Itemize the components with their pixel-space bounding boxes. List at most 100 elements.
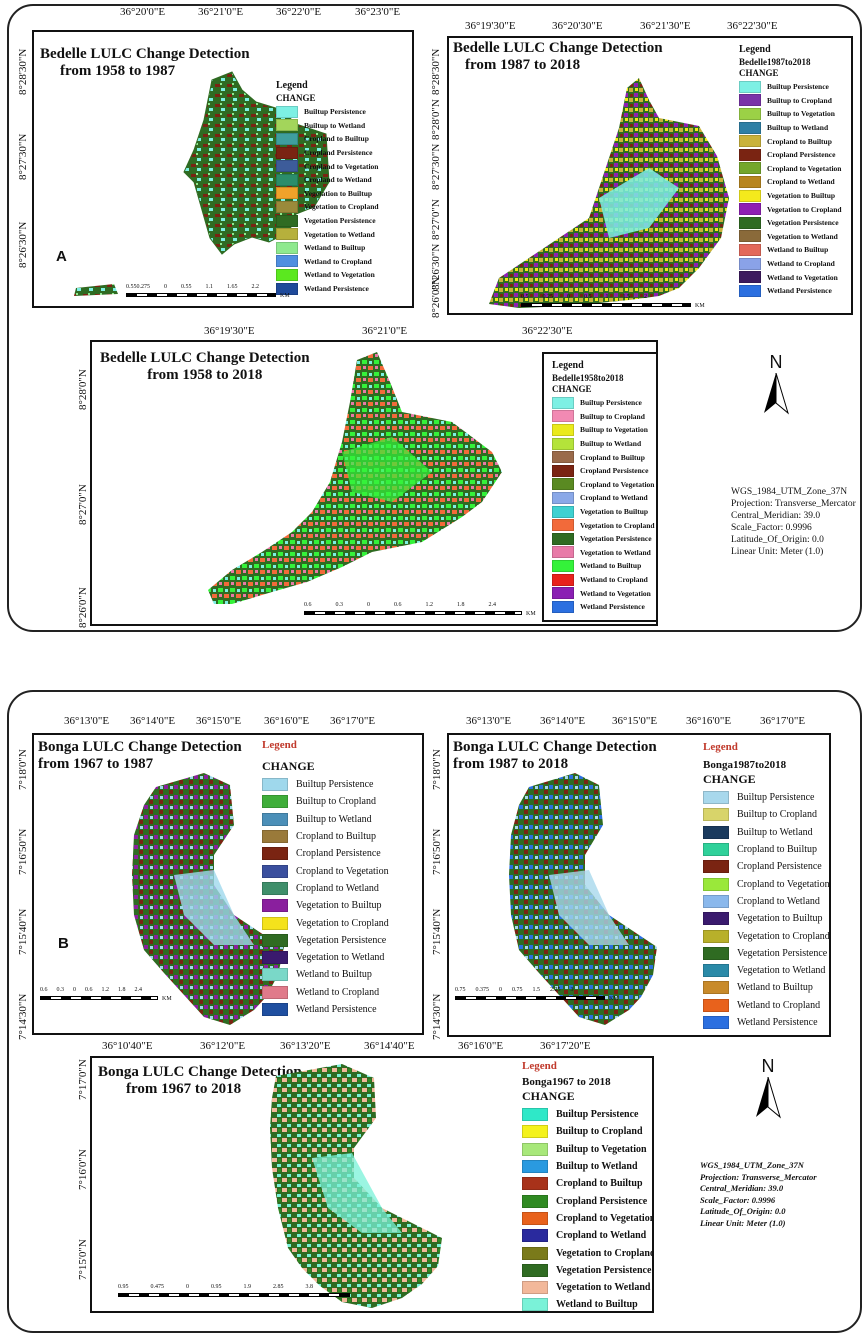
legend-swatch: [262, 812, 288, 826]
map-title-line: Bedelle LULC Change Detection: [453, 40, 663, 56]
coord-label: 7°14'30"N: [431, 993, 443, 1040]
scale-label: 1.2: [101, 987, 110, 993]
scale-unit: KM: [280, 293, 290, 299]
map-title: Bonga LULC Change Detection from 1967 to…: [38, 739, 242, 773]
map-region-bonga: [509, 773, 657, 1025]
legend-item: Vegetation to Wetland: [262, 949, 389, 966]
legend-label: Wetland Persistence: [580, 602, 645, 612]
legend-item: Cropland to Builtup: [276, 132, 379, 146]
legend-swatch: [276, 173, 298, 186]
coord-label: 36°14'0"E: [130, 715, 176, 727]
legend-item: Vegetation to Builtup: [262, 897, 389, 914]
legend-label: Vegetation to Builtup: [767, 191, 836, 201]
map-bedelle-1958-2018: Bedelle LULC Change Detection from 1958 …: [90, 340, 658, 626]
legend-change: CHANGE: [522, 1089, 575, 1103]
legend-label: Cropland to Builtup: [556, 1178, 643, 1190]
legend-item: Cropland to Wetland: [276, 173, 379, 187]
legend-heading: Legend: [522, 1060, 557, 1072]
legend-item: Vegetation Persistence: [703, 945, 829, 962]
legend-swatch: [703, 791, 729, 805]
legend-item: Vegetation to Cropland: [276, 200, 379, 214]
legend-item: Cropland Persistence: [703, 858, 829, 875]
legend-swatch: [276, 200, 298, 213]
scale-labels: 0.6 0.3 0 0.6 1.2 1.8 2.4: [304, 602, 496, 608]
legend-label: Wetland to Vegetation: [767, 272, 838, 282]
legend-label: Vegetation to Builtup: [580, 507, 649, 517]
scale-labels: 0.6 0.3 0 0.6 1.2 1.8 2.4: [40, 987, 142, 993]
legend-label: Builtup to Cropland: [580, 411, 645, 421]
legend-swatch: [522, 1263, 548, 1277]
map-title-line: Bedelle LULC Change Detection: [40, 46, 250, 62]
legend-label: Builtup Persistence: [296, 779, 374, 791]
legend-label: Wetland to Cropland: [296, 986, 380, 998]
legend-swatch: [276, 268, 298, 281]
scale-bar-graphic: [304, 611, 522, 615]
scale-label: 1.2: [425, 602, 434, 608]
scale-label: 0.95: [118, 1284, 129, 1290]
coord-label: 8°26'0"N: [77, 587, 89, 628]
projection-line: WGS_1984_UTM_Zone_37N: [731, 487, 848, 497]
legend-label: Cropland to Wetland: [556, 1230, 647, 1242]
legend-item: Cropland to Builtup: [522, 1175, 652, 1192]
legend-swatch: [703, 981, 729, 995]
legend-swatch: [262, 778, 288, 792]
legend-item: Builtup Persistence: [276, 105, 379, 119]
legend-label: Builtup to Cropland: [737, 809, 817, 821]
scale-label: 0: [164, 284, 167, 290]
legend-label: Builtup Persistence: [580, 398, 642, 408]
legend-label: Wetland to Vegetation: [580, 588, 651, 598]
legend-item: Cropland to Vegetation: [703, 875, 829, 892]
legend-swatch: [703, 825, 729, 839]
scale-labels: 0.5 0.25 0 0.5 1 1.5 2: [521, 294, 647, 300]
legend-swatch: [522, 1229, 548, 1243]
coord-label: 36°15'0"E: [196, 715, 242, 727]
legend-label: Builtup to Cropland: [767, 95, 832, 105]
legend-swatch: [276, 105, 298, 118]
scale-labels: 0.75 0.375 0 0.75 1.5 2.25 3: [455, 987, 574, 993]
legend-swatch: [276, 282, 298, 295]
scale-label: 1.8: [118, 987, 126, 993]
legend-swatch: [552, 396, 574, 409]
scale-bar: 0.75 0.375 0 0.75 1.5 2.25 3 KM: [455, 987, 625, 1005]
scale-label: 3.8: [305, 1284, 314, 1290]
legend-swatch: [262, 1003, 288, 1016]
coord-label: 8°26'30"N: [17, 221, 29, 268]
legend-label: Vegetation to Cropland: [767, 204, 842, 214]
legend-item: Builtup to Cropland: [522, 1123, 652, 1140]
legend-swatch: [276, 214, 298, 227]
coord-label: 36°16'0"E: [686, 715, 732, 727]
coord-label: 36°10'40"E: [102, 1040, 153, 1052]
legend-item: Builtup to Wetland: [703, 824, 829, 841]
legend-item: Wetland to Vegetation: [552, 586, 656, 600]
legend-swatch: [552, 559, 574, 572]
legend-label: Cropland to Wetland: [767, 177, 835, 187]
coord-label: 36°19'30"E: [204, 325, 255, 337]
legend-swatch: [703, 1016, 729, 1029]
legend-swatch: [552, 451, 574, 464]
projection-line: Projection: Transverse_Mercator: [731, 499, 856, 509]
legend-heading: Legend: [739, 44, 771, 55]
legend-item: Vegetation to Wetland: [276, 227, 379, 241]
legend-swatch: [552, 423, 574, 436]
legend-list: Builtup Persistence Builtup to Cropland Bu…: [522, 1106, 652, 1311]
legend-change: CHANGE: [703, 772, 756, 786]
legend-label: Vegetation to Wetland: [556, 1282, 651, 1294]
legend-change: CHANGE: [552, 384, 592, 394]
legend-item: Wetland to Cropland: [262, 984, 389, 1001]
legend-item: Builtup Persistence: [262, 776, 389, 793]
legend-swatch: [739, 80, 761, 93]
legend-label: Builtup to Wetland: [737, 826, 813, 838]
scale-bar: 0.6 0.3 0 0.6 1.2 1.8 2.4 KM: [304, 602, 544, 620]
scale-label: 0.6: [304, 602, 312, 608]
scale-label: 1.65: [227, 284, 238, 290]
legend-item: Wetland to Vegetation: [739, 270, 842, 284]
legend-label: Vegetation to Wetland: [304, 229, 375, 239]
coord-label: 7°18'0"N: [431, 749, 443, 790]
legend-item: Vegetation to Builtup: [552, 505, 656, 519]
coord-label: 36°22'30"E: [522, 325, 573, 337]
scale-label: 2.4: [134, 987, 143, 993]
legend-swatch: [522, 1211, 548, 1225]
legend-item: Builtup to Wetland: [739, 121, 842, 135]
map-title: Bonga LULC Change Detection from 1967 to…: [98, 1064, 302, 1098]
b2-top-coords: 36°13'0"E 36°14'0"E 36°15'0"E 36°16'0"E …: [0, 715, 867, 729]
